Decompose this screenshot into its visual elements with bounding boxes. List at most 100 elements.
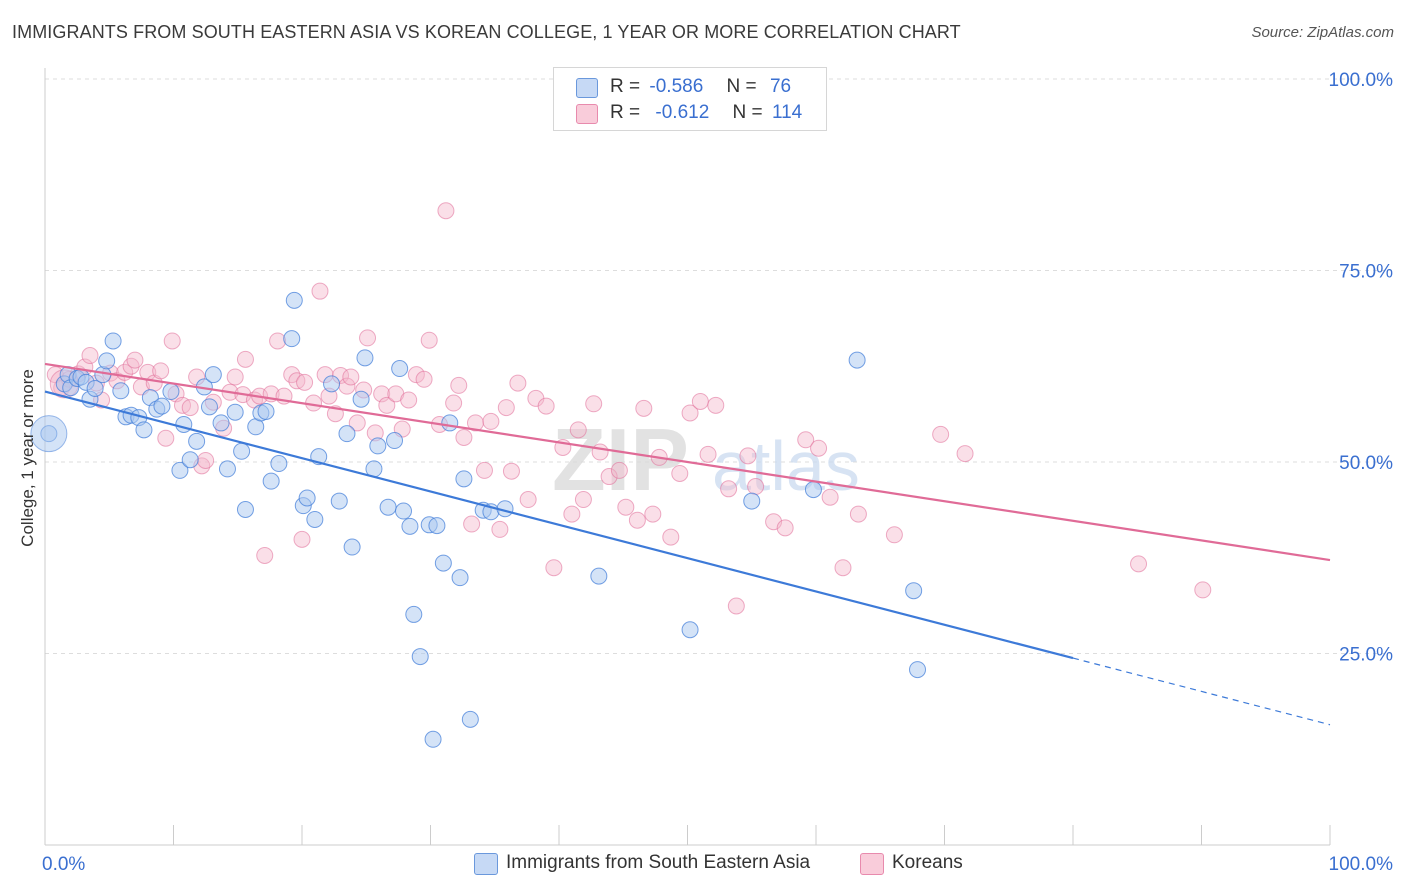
data-point-sea (181, 451, 199, 469)
data-point-sea (285, 291, 303, 309)
data-point-sea (270, 455, 288, 473)
data-point-korean (797, 431, 815, 449)
data-point-korean (463, 515, 481, 533)
data-point-korean (699, 445, 717, 463)
data-point-sea (162, 383, 180, 401)
data-point-korean (727, 597, 745, 615)
data-point-sea (212, 414, 230, 432)
data-point-korean (445, 394, 463, 412)
data-point-sea (104, 332, 122, 350)
data-point-korean (378, 396, 396, 414)
data-point-korean (849, 505, 867, 523)
data-point-korean (236, 350, 254, 368)
data-point-sea (236, 500, 254, 518)
data-point-sea (848, 351, 866, 369)
data-point-korean (482, 412, 500, 430)
data-point-sea (411, 648, 429, 666)
data-point-sea-cluster (30, 415, 68, 453)
data-point-korean (455, 428, 473, 446)
data-point-sea (226, 403, 244, 421)
data-point-sea (386, 432, 404, 450)
data-point-sea (451, 569, 469, 587)
data-point-sea (306, 510, 324, 528)
data-point-sea (405, 605, 423, 623)
data-point-sea (804, 481, 822, 499)
data-point-korean (450, 376, 468, 394)
series-koreans (46, 202, 1212, 615)
data-point-sea (681, 621, 699, 639)
data-point-sea (743, 492, 761, 510)
legend-n-label: N = (726, 76, 757, 97)
data-point-korean (491, 520, 509, 538)
data-point-korean (885, 526, 903, 544)
data-point-sea (283, 330, 301, 348)
data-point-sea (262, 472, 280, 490)
data-point-korean (81, 347, 99, 365)
data-point-korean (359, 329, 377, 347)
data-point-sea (369, 437, 387, 455)
data-point-korean (574, 491, 592, 509)
source-label: Source: ZipAtlas.com (1251, 24, 1394, 41)
data-point-sea (401, 517, 419, 535)
data-point-korean (163, 332, 181, 350)
data-point-sea (204, 366, 222, 384)
data-point-korean (610, 461, 628, 479)
y-tick-label: 100.0% (1329, 70, 1394, 91)
data-point-korean (569, 421, 587, 439)
trend-lines (44, 362, 1331, 726)
data-point-korean (617, 498, 635, 516)
data-point-korean (415, 370, 433, 388)
data-point-korean (126, 351, 144, 369)
data-point-korean (342, 368, 360, 386)
data-point-korean (739, 447, 757, 465)
data-point-sea (352, 390, 370, 408)
y-axis-label: College, 1 year or more (18, 369, 37, 547)
data-point-korean (585, 395, 603, 413)
data-point-sea (905, 582, 923, 600)
data-point-sea (188, 432, 206, 450)
watermark: ZIP atlas (552, 410, 860, 509)
data-point-korean (671, 464, 689, 482)
data-point-korean (226, 368, 244, 386)
data-point-sea (135, 421, 153, 439)
data-point-korean (776, 519, 794, 537)
y-tick-label: 25.0% (1339, 645, 1393, 666)
data-point-korean (662, 528, 680, 546)
data-point-sea (338, 425, 356, 443)
data-point-korean (932, 425, 950, 443)
legend-r-label: R = (610, 102, 641, 123)
data-point-sea (434, 554, 452, 572)
data-point-korean (720, 480, 738, 498)
chart-title: IMMIGRANTS FROM SOUTH EASTERN ASIA VS KO… (12, 22, 961, 42)
data-point-korean (681, 404, 699, 422)
data-point-sea (343, 538, 361, 556)
data-point-sea (330, 492, 348, 510)
x-tick-label: 0.0% (42, 854, 85, 875)
data-point-korean (509, 374, 527, 392)
y-tick-label: 50.0% (1339, 453, 1393, 474)
legend-r-label: R = (610, 76, 641, 97)
data-point-sea (153, 397, 171, 415)
data-point-sea (233, 442, 251, 460)
data-point-korean (591, 443, 609, 461)
data-point-korean (821, 488, 839, 506)
data-point-korean (834, 559, 852, 577)
data-point-sea (171, 461, 189, 479)
data-point-korean (810, 439, 828, 457)
data-point-sea (218, 460, 236, 478)
data-point-sea (395, 502, 413, 520)
data-point-korean (707, 396, 725, 414)
data-point-korean (293, 530, 311, 548)
legend-r-value: -0.612 (655, 102, 710, 123)
trend-line-sea-extension (1072, 657, 1331, 726)
legend-n-value: 114 (771, 102, 803, 123)
data-point-korean (348, 414, 366, 432)
legend-swatch-pink (576, 104, 598, 124)
data-point-sea (257, 402, 275, 420)
data-point-sea (455, 470, 473, 488)
series-immigrants-sea (30, 291, 927, 748)
trend-line-sea (44, 390, 1074, 660)
data-point-sea (461, 710, 479, 728)
data-point-sea (441, 414, 459, 432)
data-point-korean (475, 461, 493, 479)
